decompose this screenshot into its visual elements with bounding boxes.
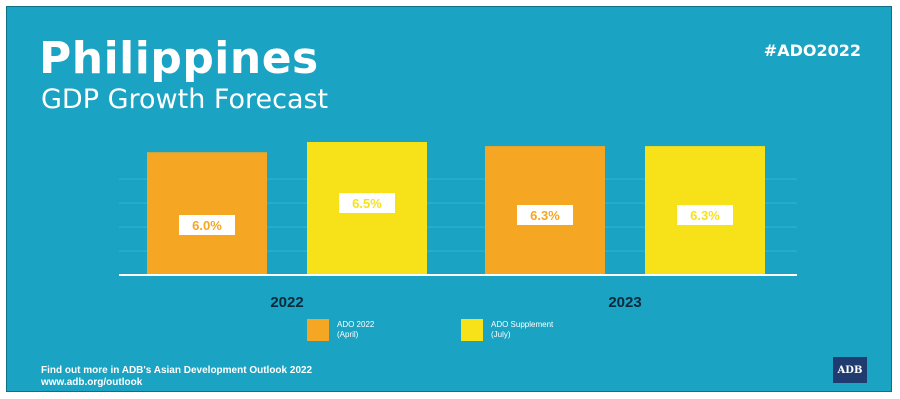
- chart-subtitle: GDP Growth Forecast: [41, 84, 329, 115]
- value-label: 6.5%: [352, 196, 382, 211]
- value-label: 6.3%: [530, 208, 560, 223]
- category-label-2023: 2023: [608, 294, 641, 311]
- value-label: 6.3%: [690, 208, 720, 223]
- legend-item-july: ADO Supplement (July): [461, 319, 591, 341]
- legend-swatch-april: [307, 319, 329, 341]
- bar-chart: 6.0% 6.5% 2022 6.3% 6.3% 2023: [119, 142, 797, 311]
- hashtag[interactable]: #ADO2022: [763, 41, 861, 60]
- bar-2022-april: [147, 152, 267, 275]
- category-label-2022: 2022: [270, 294, 303, 311]
- legend-label-july: ADO Supplement (July): [491, 320, 554, 339]
- legend-label-april: ADO 2022 (April): [337, 320, 375, 339]
- infographic-card: Philippines GDP Growth Forecast #ADO2022…: [6, 6, 892, 392]
- value-label-box: [339, 193, 395, 213]
- legend-swatch-july: [461, 319, 483, 341]
- legend: ADO 2022 (April) ADO Supplement (July): [7, 319, 891, 341]
- footer-link[interactable]: www.adb.org/outlook: [41, 377, 143, 388]
- legend-item-april: ADO 2022 (April): [307, 319, 437, 341]
- footer: Find out more in ADB's Asian Development…: [41, 365, 312, 389]
- value-label-box: [517, 205, 573, 225]
- value-label-box: [179, 215, 235, 235]
- value-label-box: [677, 205, 733, 225]
- chart-title: Philippines: [39, 33, 319, 84]
- adb-logo: ADB: [833, 357, 867, 383]
- footer-text: Find out more in ADB's Asian Development…: [41, 365, 313, 376]
- value-label: 6.0%: [192, 218, 222, 233]
